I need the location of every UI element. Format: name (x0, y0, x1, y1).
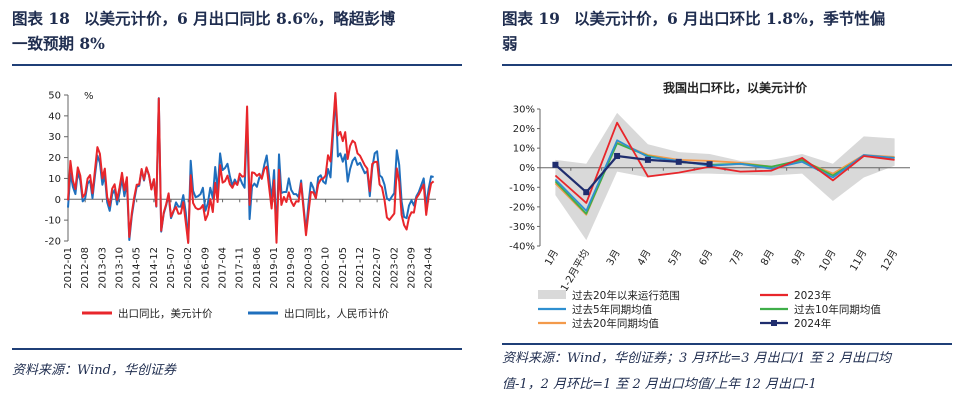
legend-label-avg20: 过去20年同期均值 (572, 317, 659, 330)
figure-18-title-line1: 以美元计价，6 月出口同比 8.6%，略超彭博 (83, 9, 396, 28)
figure-18-number: 图表 18 (12, 9, 70, 28)
y-axis-unit: % (84, 91, 94, 102)
yoy-export-chart: 50 40 30 20 10 0 -10 -20% 2012-01 2012-08 2013-03 2… (45, 91, 436, 320)
y-tick-label: -10% (509, 183, 535, 194)
legend-label-avg10: 过去10年同期均值 (794, 303, 881, 316)
x-tick-label: 7月 (727, 248, 746, 268)
series-point-y2024 (644, 156, 651, 163)
y-tick-label: 40 (48, 111, 61, 122)
figure-19-number: 图表 19 (502, 9, 560, 28)
x-tick-label: 2017-04 (218, 247, 229, 289)
figure-19-source: 资料来源：Wind，华创证券；3 月环比=3 月出口/1 至 2 月出口均 值-… (502, 346, 957, 398)
x-tick-label: 2018-06 (252, 247, 263, 289)
x-tick-label: 12月 (878, 248, 900, 274)
legend-label-y2023: 2023年 (794, 289, 831, 302)
y-tick-label: 10 (48, 174, 61, 185)
legend-label-range: 过去20年以来运行范围 (572, 289, 680, 302)
figure-19-title-line1: 以美元计价，6 月出口环比 1.8%，季节性偏 (573, 9, 886, 28)
series-line-y2024 (554, 154, 710, 194)
x-tick-label: 10月 (817, 248, 839, 274)
x-tick-label: 4月 (635, 248, 654, 268)
series-point-y2024 (706, 161, 713, 168)
figure-18-panel: 图表 18 以美元计价，6 月出口同比 8.6%，略超彭博 一致预期 8% 50 4… (0, 0, 470, 401)
figure-19-title: 图表 19 以美元计价，6 月出口环比 1.8%，季节性偏 弱 (502, 6, 952, 56)
y-tick-label: -40% (509, 242, 535, 253)
figure-18-bottom-rule (12, 348, 462, 350)
x-tick-label: 2024-04 (424, 247, 435, 289)
x-tick-label: 11月 (848, 248, 870, 274)
legend-swatch-range (538, 290, 566, 299)
figure-18-source: 资料来源：Wind，华创证券 (12, 363, 176, 378)
x-tick-label: 2015-07 (166, 247, 177, 289)
x-tick-label: 2013-10 (115, 247, 126, 289)
x-tick-label: 2019-01 (269, 247, 280, 289)
y-tick-label: 10% (513, 144, 535, 155)
y-tick-label: 0 (55, 195, 61, 206)
x-tick-label: 8月 (758, 248, 777, 268)
series-point-y2024 (675, 158, 682, 165)
figure-19-panel: 图表 19 以美元计价，6 月出口环比 1.8%，季节性偏 弱 我国出口环比，以美… (490, 0, 960, 401)
x-tick-label: 9月 (789, 248, 808, 268)
x-tick-label: 2020-10 (321, 247, 332, 289)
x-tick-label: 2013-03 (97, 247, 108, 289)
figure-18-title: 图表 18 以美元计价，6 月出口同比 8.6%，略超彭博 一致预期 8% (12, 6, 462, 56)
y-tick-label: -20 (45, 237, 61, 248)
mom-export-chart: 我国出口环比，以美元计价 30% 20% 10% 0% -10% -20% -30% -40% 1… (509, 80, 910, 330)
x-tick-label: 2021-05 (338, 247, 349, 289)
legend-label-usd: 出口同比，美元计价 (118, 307, 213, 320)
y-tick-label: -20% (509, 202, 535, 213)
range-band (555, 112, 895, 241)
x-tick-label: 2012-01 (63, 247, 74, 289)
x-tick-label: 2016-02 (183, 247, 194, 289)
y-tick-label: 30% (513, 105, 535, 116)
y-tick-label: 20 (48, 153, 61, 164)
series-line-y2023 (554, 121, 895, 204)
figure-19-top-rule (502, 64, 952, 66)
y-tick-label: 20% (513, 124, 535, 135)
x-tick-label: 5月 (666, 248, 685, 268)
x-tick-label: 1-2月平均 (558, 248, 592, 294)
series-point-y2024 (552, 161, 559, 168)
y-tick-label: 30 (48, 132, 61, 143)
y-tick-label: 50 (48, 91, 61, 102)
series-point-y2024 (614, 152, 621, 159)
chart-title: 我国出口环比，以美元计价 (663, 80, 808, 95)
x-tick-label: 2014-05 (132, 247, 143, 289)
x-tick-label: 2023-09 (406, 247, 417, 289)
y-tick-label: -10 (45, 216, 61, 227)
x-tick-label: 2016-09 (200, 247, 211, 289)
x-tick-label: 2020-03 (303, 247, 314, 289)
x-tick-label: 6月 (697, 248, 716, 268)
x-tick-label: 3月 (604, 248, 623, 268)
series-line-avg5 (554, 139, 895, 212)
x-tick-label: 1月 (542, 248, 561, 268)
figure-19-title-line2: 弱 (502, 34, 518, 53)
series-point-y2024 (583, 189, 590, 196)
y-tick-label: 0% (519, 163, 535, 174)
x-tick-label: 2012-08 (80, 247, 91, 289)
legend-marker-y2024 (771, 320, 777, 326)
x-tick-label: 2014-12 (149, 247, 160, 289)
figure-18-title-line2: 一致预期 8% (12, 34, 105, 53)
figure-19-source-line1: 资料来源：Wind，华创证券；3 月环比=3 月出口/1 至 2 月出口均 (502, 351, 892, 366)
figure-18-top-rule (12, 64, 462, 66)
x-tick-label: 2017-11 (235, 247, 246, 289)
x-tick-label: 2019-08 (286, 247, 297, 289)
figure-19-bottom-rule (502, 343, 952, 345)
x-tick-label: 2021-12 (355, 247, 366, 289)
x-tick-label: 2022-07 (372, 247, 383, 289)
legend-label-y2024: 2024年 (794, 317, 831, 330)
legend-label-avg5: 过去5年同期均值 (572, 303, 653, 316)
y-tick-label: -30% (509, 222, 535, 233)
series-line-usd (67, 92, 435, 244)
figure-19-source-line2: 值-1，2 月环比=1 至 2 月出口均值/上年 12 月出口-1 (502, 377, 817, 392)
legend-label-rmb: 出口同比，人民币计价 (284, 307, 389, 320)
x-tick-label: 2023-02 (389, 247, 400, 289)
